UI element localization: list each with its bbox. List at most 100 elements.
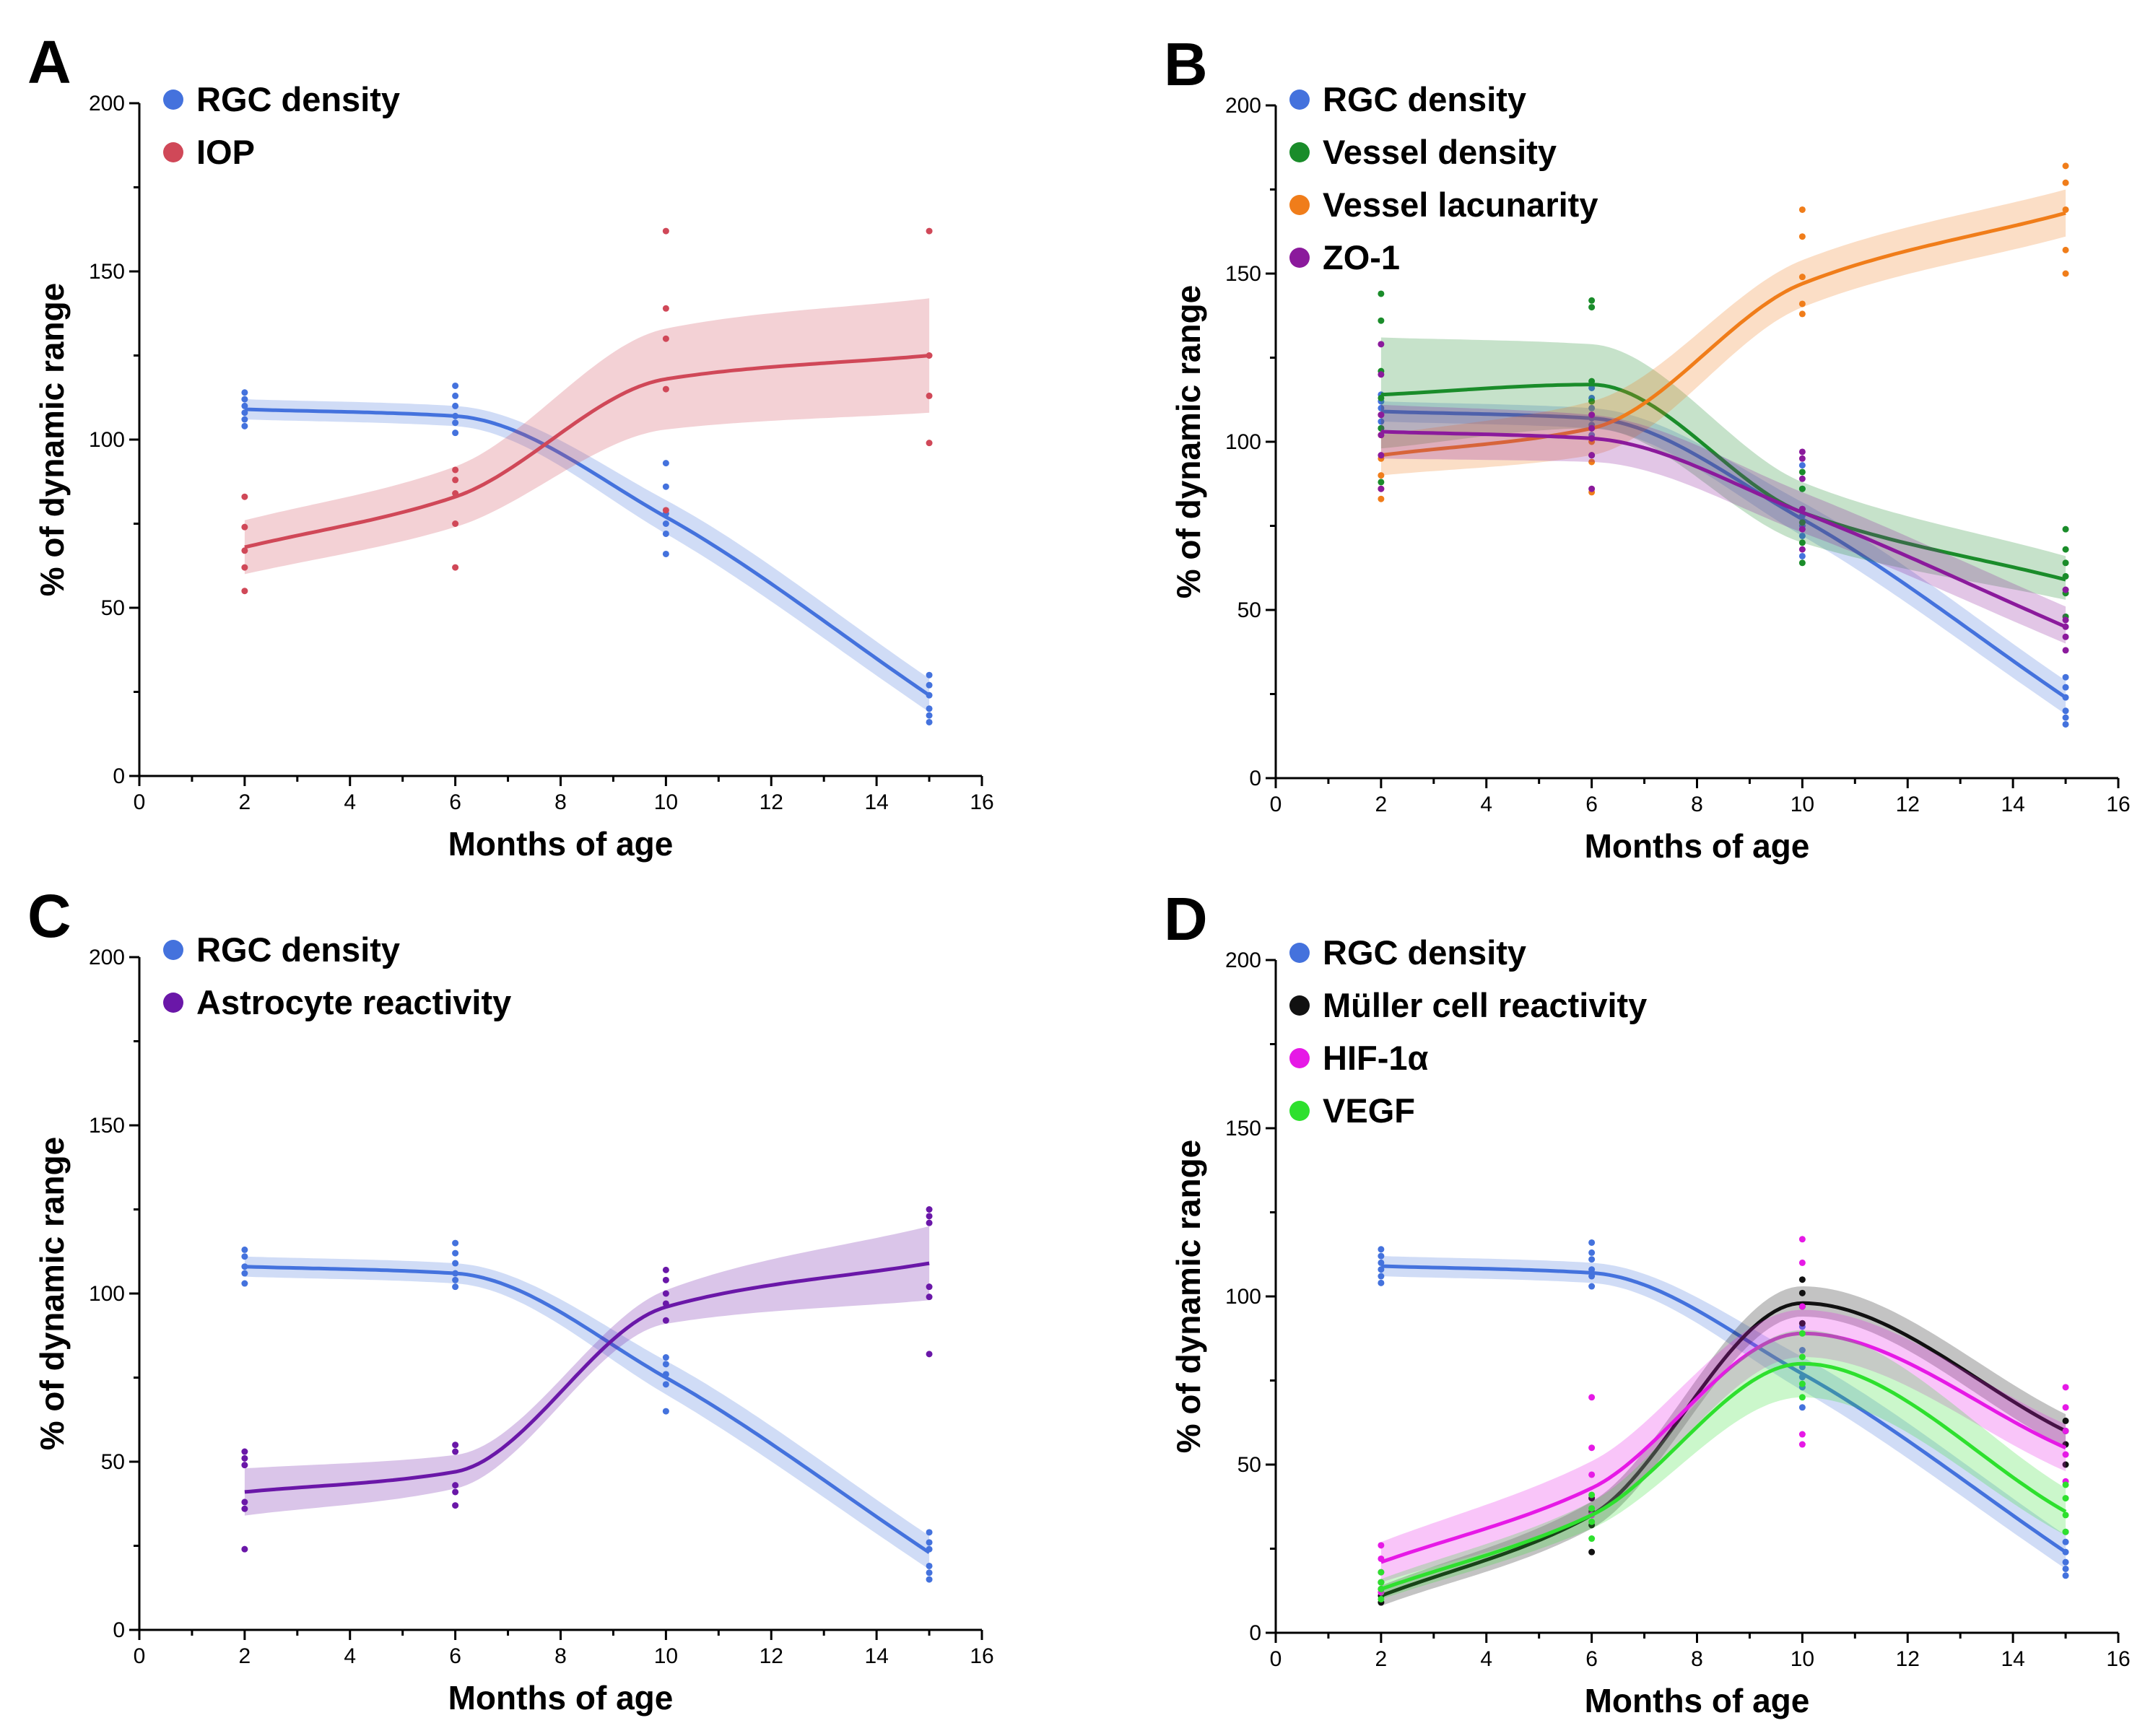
data-point	[1588, 452, 1596, 459]
fit-line	[1380, 1301, 2067, 1598]
data-point	[241, 1263, 248, 1270]
legend-label: RGC density	[196, 930, 400, 969]
data-point	[662, 1290, 669, 1297]
data-point	[1798, 1320, 1806, 1327]
legend-marker	[163, 993, 183, 1013]
x-tick-label: 2	[1375, 1647, 1388, 1671]
series-iop	[241, 227, 933, 595]
y-tick-label: 100	[89, 1282, 125, 1306]
y-tick-label: 0	[113, 1618, 125, 1642]
data-point	[2062, 616, 2069, 624]
y-tick-label: 150	[89, 1114, 125, 1138]
data-point	[1378, 317, 1385, 324]
data-point	[452, 1488, 459, 1496]
data-point	[1798, 1441, 1806, 1448]
data-point	[662, 305, 669, 312]
data-point	[1588, 297, 1596, 304]
data-point	[1588, 1548, 1596, 1556]
legend-label: Vessel lacunarity	[1323, 186, 1598, 224]
confidence-band	[1380, 404, 2066, 644]
x-tick-label: 10	[654, 790, 678, 814]
data-point	[241, 389, 248, 396]
y-tick-label: 100	[1225, 430, 1261, 454]
confidence-band	[244, 1256, 930, 1570]
data-point	[1798, 1289, 1806, 1296]
data-point	[1588, 1518, 1596, 1525]
x-tick-label: 16	[2106, 793, 2130, 816]
y-tick-label: 100	[89, 428, 125, 452]
y-tick-label: 150	[1225, 262, 1261, 286]
data-point	[2062, 1548, 2069, 1556]
data-point	[1378, 418, 1385, 425]
panel-d: D 0 2 4 6 8 10 12 14 16 0 50 100 150 200 Months of age%…	[1164, 885, 2131, 1719]
data-point	[926, 1206, 933, 1213]
data-point	[926, 392, 933, 399]
data-point	[2062, 162, 2069, 170]
data-point	[926, 712, 933, 719]
legend-marker	[1289, 1101, 1310, 1121]
data-point	[926, 1576, 933, 1583]
data-point	[241, 409, 248, 416]
legend-label: IOP	[196, 133, 255, 171]
panel-letter: B	[1164, 30, 1208, 98]
fit-line	[244, 1261, 930, 1494]
data-point	[452, 392, 459, 399]
data-point	[926, 227, 933, 235]
x-tick-label: 12	[760, 1644, 783, 1668]
panel-c: C 0 2 4 6 8 10 12 14 16 0 50 100 150 200 Months of age%…	[27, 882, 994, 1717]
x-tick-label: 8	[554, 1644, 567, 1668]
data-point	[452, 476, 459, 484]
data-point	[2062, 633, 2069, 640]
fit-line	[1380, 409, 2067, 699]
data-point	[1798, 1404, 1806, 1411]
x-tick-label: 10	[654, 1644, 678, 1668]
data-point	[926, 1529, 933, 1536]
data-point	[662, 530, 669, 537]
data-point	[1798, 310, 1806, 318]
data-point	[1588, 378, 1596, 385]
data-point	[2062, 1538, 2069, 1545]
data-point	[926, 352, 933, 359]
data-point	[1588, 1535, 1596, 1543]
data-point	[2062, 1384, 2069, 1391]
data-point	[2062, 1572, 2069, 1579]
data-point	[662, 385, 669, 393]
data-point	[1798, 233, 1806, 240]
data-point	[1798, 1374, 1806, 1381]
data-point	[452, 1260, 459, 1267]
fit-line	[244, 407, 931, 697]
data-point	[1588, 1266, 1596, 1273]
y-tick-label: 0	[1249, 1621, 1261, 1645]
data-point	[452, 466, 459, 474]
confidence-band	[1380, 189, 2066, 476]
data-point	[1378, 1252, 1385, 1260]
data-point	[926, 1562, 933, 1569]
data-point	[662, 1354, 669, 1361]
data-point	[1798, 1276, 1806, 1283]
x-tick-label: 14	[864, 1644, 888, 1668]
x-tick-label: 4	[344, 1644, 356, 1668]
data-point	[2062, 1461, 2069, 1468]
data-point	[926, 1539, 933, 1546]
data-point	[1798, 1347, 1806, 1354]
x-tick-label: 10	[1791, 1647, 1814, 1671]
data-point	[241, 1270, 248, 1277]
data-point	[1798, 475, 1806, 482]
data-point	[1588, 458, 1596, 466]
data-point	[1588, 1273, 1596, 1280]
data-point	[241, 493, 248, 500]
legend-label: Vessel density	[1323, 133, 1557, 171]
y-tick-label: 50	[1237, 598, 1261, 622]
x-tick-label: 8	[1691, 1647, 1703, 1671]
data-point	[1798, 206, 1806, 213]
series-rgc-density	[241, 1239, 933, 1583]
data-point	[241, 1253, 248, 1260]
data-point	[241, 1462, 248, 1469]
confidence-band	[244, 298, 930, 575]
x-tick-label: 14	[2001, 793, 2024, 816]
data-point	[1378, 1259, 1385, 1266]
data-point	[452, 1283, 459, 1291]
panel-letter: C	[27, 882, 71, 950]
data-point	[1378, 1569, 1385, 1576]
